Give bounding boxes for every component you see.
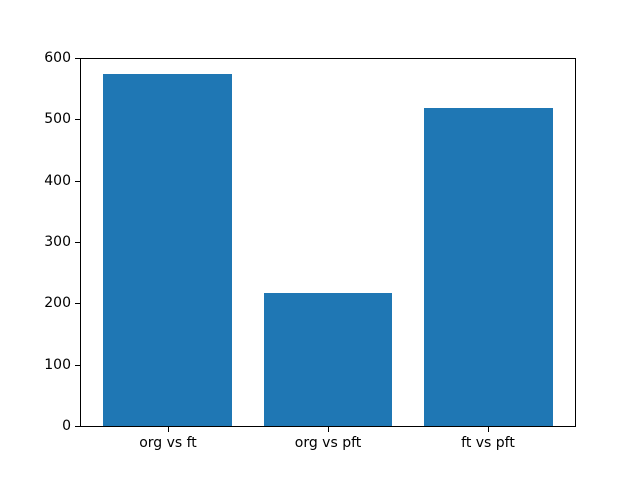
y-tick-mark [75,242,80,243]
y-tick-label: 400 [44,173,71,189]
y-tick-label: 100 [44,357,71,373]
x-tick-mark [328,427,329,432]
y-tick-label: 500 [44,111,71,127]
bar-org-vs-ft [103,74,232,426]
y-tick-mark [75,303,80,304]
y-tick-mark [75,365,80,366]
bar-ft-vs-pft [424,107,553,426]
y-tick-mark [75,58,80,59]
x-tick-label: org vs ft [139,435,197,451]
x-tick-label: ft vs pft [461,435,515,451]
y-tick-label: 300 [44,234,71,250]
y-tick-mark [75,181,80,182]
y-tick-label: 200 [44,295,71,311]
y-tick-mark [75,119,80,120]
bar-org-vs-pft [263,293,393,426]
x-tick-mark [488,427,489,432]
x-tick-mark [168,427,169,432]
y-tick-label: 600 [44,50,71,66]
plot-area [80,58,576,427]
y-tick-mark [75,426,80,427]
x-tick-label: org vs pft [294,435,362,451]
y-tick-label: 0 [62,418,71,434]
